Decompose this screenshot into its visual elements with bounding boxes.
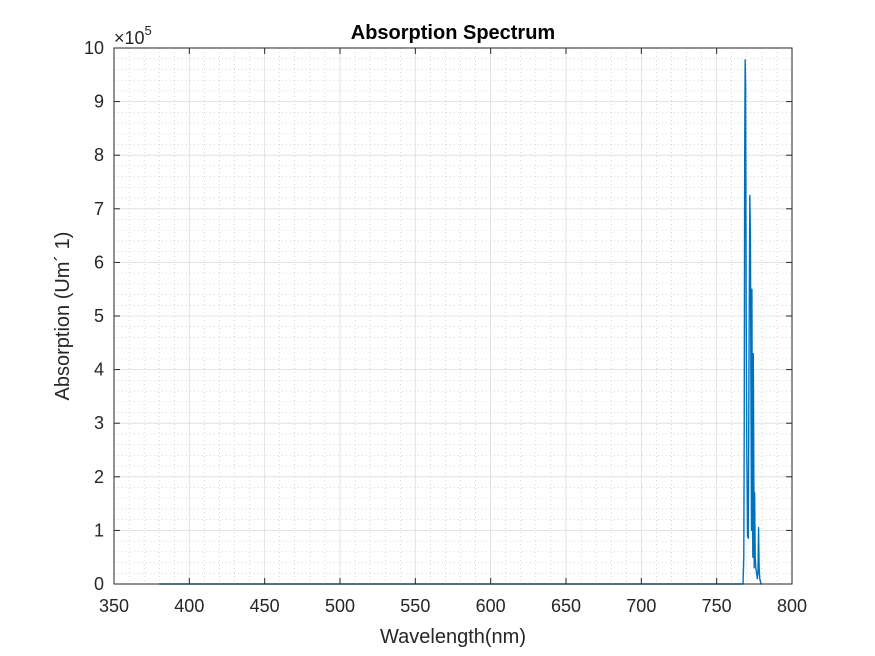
y-tick-label: 3: [94, 413, 104, 433]
y-tick-label: 1: [94, 520, 104, 540]
x-tick-label: 450: [250, 596, 280, 616]
y-tick-label: 4: [94, 360, 104, 380]
y-multiplier-exponent: 5: [145, 23, 152, 38]
absorption-series-line: [159, 59, 762, 585]
x-tick-label: 500: [325, 596, 355, 616]
y-multiplier-base: ×10: [114, 28, 145, 48]
y-tick-label: 6: [94, 252, 104, 272]
y-exponent-label: ×105: [114, 23, 152, 48]
y-tick-label: 2: [94, 467, 104, 487]
x-tick-label: 750: [702, 596, 732, 616]
x-tick-label: 700: [626, 596, 656, 616]
y-axis-ticks: 0 1 2 3 4 5 6 7 8 9 10: [84, 38, 792, 594]
x-tick-label: 600: [476, 596, 506, 616]
x-tick-label: 400: [174, 596, 204, 616]
y-tick-label: 0: [94, 574, 104, 594]
x-tick-label: 800: [777, 596, 807, 616]
y-tick-label: 8: [94, 145, 104, 165]
y-tick-label: 5: [94, 306, 104, 326]
x-axis-ticks: 350 400 450 500 550 600 650 700 750 800: [99, 48, 807, 616]
x-tick-label: 350: [99, 596, 129, 616]
series-layer: [159, 59, 762, 585]
y-tick-label: 10: [84, 38, 104, 58]
x-tick-label: 650: [551, 596, 581, 616]
chart-title: Absorption Spectrum: [351, 22, 555, 44]
y-axis-label: Absorption (Um´ 1): [52, 232, 74, 401]
x-axis-label: Wavelength(nm): [380, 626, 526, 648]
y-tick-label: 7: [94, 199, 104, 219]
y-tick-label: 9: [94, 92, 104, 112]
x-tick-label: 550: [400, 596, 430, 616]
